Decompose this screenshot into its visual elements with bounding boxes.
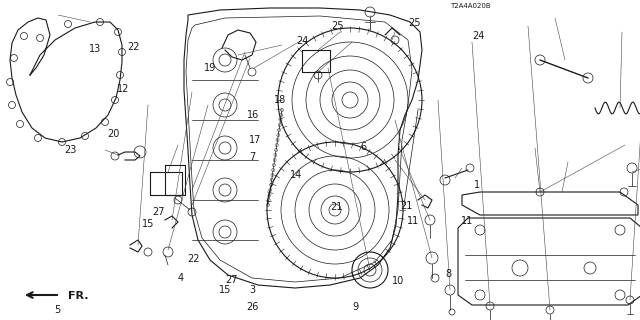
Text: 22: 22: [187, 253, 200, 264]
Text: 22: 22: [127, 42, 140, 52]
Text: 14: 14: [289, 170, 302, 180]
Text: 25: 25: [332, 21, 344, 31]
Text: 24: 24: [472, 31, 485, 41]
Text: 15: 15: [219, 284, 231, 295]
Text: 9: 9: [352, 301, 358, 312]
Text: 15: 15: [142, 219, 154, 229]
Text: 1: 1: [474, 180, 480, 190]
Text: 20: 20: [108, 129, 120, 139]
Text: 11: 11: [461, 216, 474, 226]
Text: 21: 21: [330, 202, 342, 212]
Text: 23: 23: [64, 145, 76, 155]
Text: 13: 13: [88, 44, 101, 54]
Text: 25: 25: [408, 18, 421, 28]
Text: 12: 12: [116, 84, 129, 94]
Text: 6: 6: [360, 141, 367, 152]
Text: T2A4A020B: T2A4A020B: [450, 3, 491, 9]
Text: 21: 21: [400, 201, 412, 212]
Text: 4: 4: [177, 273, 184, 284]
Text: 8: 8: [445, 268, 451, 279]
Text: 19: 19: [204, 63, 216, 73]
Text: 26: 26: [246, 301, 259, 312]
Text: 5: 5: [54, 305, 61, 316]
Text: 10: 10: [392, 276, 404, 286]
Text: 27: 27: [225, 275, 238, 285]
Text: FR.: FR.: [68, 291, 88, 301]
Text: 3: 3: [250, 284, 256, 295]
Text: 11: 11: [406, 216, 419, 226]
Text: 7: 7: [250, 152, 256, 163]
Text: 17: 17: [248, 135, 261, 145]
Text: 27: 27: [152, 207, 165, 217]
Text: 18: 18: [274, 95, 287, 105]
Text: 16: 16: [246, 109, 259, 120]
Text: 24: 24: [296, 36, 308, 46]
